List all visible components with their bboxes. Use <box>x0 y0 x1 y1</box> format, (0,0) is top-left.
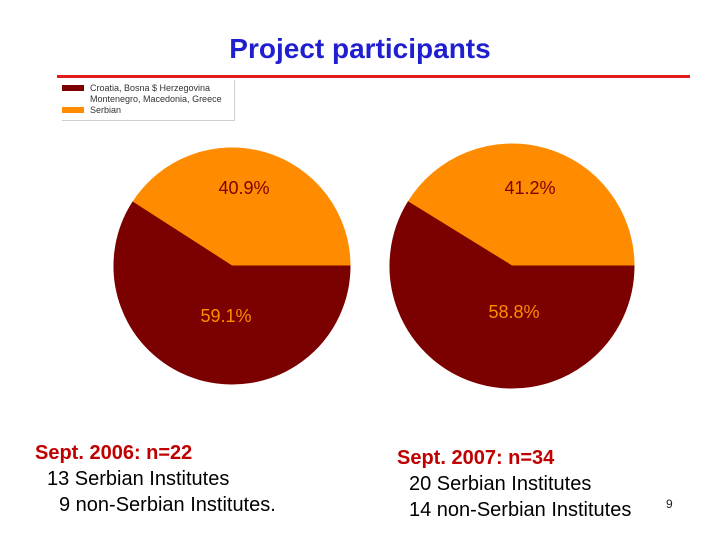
pie-chart-2006: 40.9% 59.1% <box>113 147 351 385</box>
caption-2007-head: Sept. 2007: n=34 <box>397 447 555 469</box>
chart-legend: Croatia, Bosna $ Herzegovina Montenegro,… <box>62 80 235 121</box>
legend-item-croatia: Croatia, Bosna $ Herzegovina <box>62 82 210 94</box>
legend-swatch <box>62 85 84 91</box>
pie-chart-2007: 41.2% 58.8% <box>389 143 635 389</box>
pie-data-label: 58.8% <box>488 302 539 322</box>
caption-2006-line1: 13 Serbian Institutes <box>47 468 230 490</box>
caption-2007-line2: 14 non-Serbian Institutes <box>409 499 632 521</box>
caption-2006: Sept. 2006: n=22 13 Serbian Institutes 9… <box>35 440 276 518</box>
legend-item-montenegro: Montenegro, Macedonia, Greece <box>62 93 222 105</box>
legend-label: Serbian <box>90 105 122 115</box>
pie-data-label: 41.2% <box>504 178 555 198</box>
legend-swatch <box>62 96 84 102</box>
pie-slice-non-serbian <box>389 201 635 389</box>
caption-2007-line1: 20 Serbian Institutes <box>409 473 592 495</box>
page-number: 9 <box>666 497 673 511</box>
pie-slice-serbian <box>407 143 635 267</box>
caption-2007: Sept. 2007: n=34 20 Serbian Institutes 1… <box>397 445 631 523</box>
pie-data-label: 40.9% <box>218 178 269 198</box>
pie-slice-non-serbian <box>113 201 351 385</box>
legend-label: Montenegro, Macedonia, Greece <box>90 94 222 104</box>
pie-data-label: 59.1% <box>200 306 251 326</box>
slide-title: Project participants <box>229 33 491 64</box>
caption-2006-head: Sept. 2006: n=22 <box>35 442 193 464</box>
caption-2006-line2: 9 non-Serbian Institutes. <box>59 494 276 516</box>
legend-item-serbian: Serbian <box>62 104 121 116</box>
legend-label: Croatia, Bosna $ Herzegovina <box>90 83 211 93</box>
legend-swatch <box>62 107 84 113</box>
title-underline <box>57 75 690 78</box>
